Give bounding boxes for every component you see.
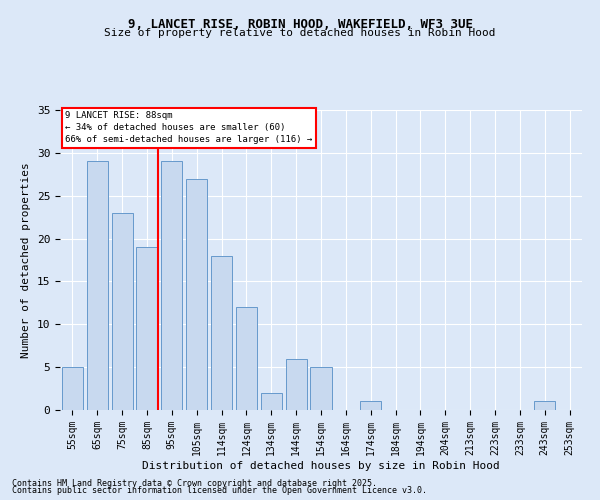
Bar	[310, 367, 332, 410]
Bar	[161, 162, 182, 410]
Bar	[286, 358, 307, 410]
Text: Contains public sector information licensed under the Open Government Licence v3: Contains public sector information licen…	[12, 486, 427, 495]
Y-axis label: Number of detached properties: Number of detached properties	[21, 162, 31, 358]
Bar	[360, 402, 381, 410]
Text: 9, LANCET RISE, ROBIN HOOD, WAKEFIELD, WF3 3UE: 9, LANCET RISE, ROBIN HOOD, WAKEFIELD, W…	[128, 18, 473, 30]
X-axis label: Distribution of detached houses by size in Robin Hood: Distribution of detached houses by size …	[142, 460, 500, 470]
Bar	[112, 213, 133, 410]
Bar	[534, 402, 555, 410]
Text: Contains HM Land Registry data © Crown copyright and database right 2025.: Contains HM Land Registry data © Crown c…	[12, 478, 377, 488]
Bar	[87, 162, 108, 410]
Bar	[261, 393, 282, 410]
Bar	[236, 307, 257, 410]
Bar	[186, 178, 207, 410]
Bar	[136, 247, 158, 410]
Text: 9 LANCET RISE: 88sqm
← 34% of detached houses are smaller (60)
66% of semi-detac: 9 LANCET RISE: 88sqm ← 34% of detached h…	[65, 112, 313, 144]
Bar	[211, 256, 232, 410]
Text: Size of property relative to detached houses in Robin Hood: Size of property relative to detached ho…	[104, 28, 496, 38]
Bar	[62, 367, 83, 410]
